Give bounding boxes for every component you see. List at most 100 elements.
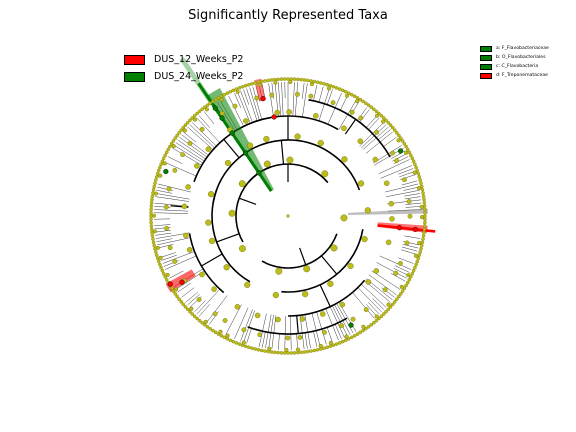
leaf-node [213, 330, 218, 335]
tree-node [232, 103, 238, 109]
tree-node [244, 281, 251, 288]
tree-node [372, 156, 379, 163]
leaf-node [159, 162, 163, 167]
leaf-node [417, 175, 422, 179]
leaf-node [407, 277, 412, 282]
leaf-node [414, 165, 418, 170]
leaf-branch [378, 159, 410, 175]
leaf-node [421, 194, 426, 198]
leaf-node [190, 312, 195, 316]
leaf-node [149, 224, 154, 228]
clade-spoke [344, 118, 357, 135]
leaf-node [400, 139, 405, 143]
leaf-branch [246, 88, 258, 121]
leaf-branch [405, 202, 422, 205]
leaf-node [315, 348, 320, 352]
leaf-node [312, 79, 317, 84]
leaf-node [328, 344, 333, 349]
leaf-node [231, 339, 236, 344]
tree-node [181, 203, 188, 210]
leaf-node [240, 85, 245, 89]
leaf-node [162, 271, 166, 276]
tree-node [275, 267, 283, 275]
tree-node [326, 86, 332, 91]
leaf-node [269, 78, 274, 82]
leaf-branch [172, 147, 202, 166]
leaf-node [158, 165, 162, 170]
leaf-node [398, 292, 403, 296]
leaf-node [195, 316, 199, 321]
tree-node [340, 214, 348, 222]
tree-node [286, 109, 292, 115]
leaf-branch [334, 324, 342, 339]
leaf-node [407, 150, 412, 155]
tree-node [313, 113, 319, 119]
tree-node [151, 213, 157, 218]
leaf-node [171, 139, 176, 143]
tree-node [182, 128, 187, 133]
leaf-branch [368, 117, 380, 130]
tree-node [345, 93, 350, 98]
tree-node [404, 150, 409, 155]
tree-node [374, 113, 379, 118]
tree-node [234, 304, 241, 310]
tree-node [417, 186, 422, 191]
leaf-branch [368, 274, 397, 295]
clade-label: b: O_Flavobacteriales [496, 55, 546, 60]
tree-node [171, 144, 176, 149]
leaf-node [208, 326, 212, 331]
leaf-node [400, 289, 405, 293]
leaf-node [379, 314, 384, 319]
leaf-branch [318, 86, 324, 103]
tree-node [199, 271, 205, 278]
leaf-branch [157, 237, 191, 246]
leaf-branch [191, 122, 217, 147]
leaf-node [259, 348, 264, 353]
leaf-node [228, 338, 233, 342]
leaf-node [289, 351, 294, 355]
tree-node [320, 311, 326, 317]
tree-node [180, 152, 185, 157]
leaf-node [334, 342, 339, 346]
clade-arc [247, 317, 348, 335]
leaf-branch [403, 186, 419, 191]
leaf-node [309, 349, 313, 353]
leaf-node [405, 147, 410, 152]
tree-node [187, 140, 193, 146]
tree-node [163, 204, 169, 210]
tree-node [317, 139, 324, 147]
leaf-branch [404, 193, 421, 197]
tree-node [357, 138, 364, 144]
leaf-branch [336, 303, 354, 334]
leaf-node [183, 123, 188, 127]
leaf-branch [326, 327, 333, 343]
leaf-node [253, 347, 257, 351]
tree-node [207, 191, 215, 198]
leaf-node [423, 210, 427, 215]
tree-node [396, 138, 401, 143]
tree-node [393, 270, 399, 276]
tree-node [349, 109, 355, 115]
leaf-branch [154, 209, 189, 212]
leaf-branch [304, 332, 308, 349]
leaf-node [411, 268, 416, 273]
leaf-node [243, 344, 248, 349]
leaf-node [343, 90, 348, 94]
clade-arc [281, 229, 364, 293]
leaf-node [179, 128, 183, 132]
leaf-node [173, 292, 178, 296]
leaf-node [334, 86, 339, 90]
leaf-node [216, 96, 221, 100]
leaf-node [423, 220, 427, 225]
leaf-node [409, 153, 413, 158]
leaf-node [411, 159, 416, 164]
tree-node [269, 92, 275, 98]
tree-node [241, 340, 246, 345]
tree-node [381, 119, 386, 124]
legend-label: DUS_24_Weeks_P2 [154, 71, 244, 82]
leaf-branch [174, 145, 204, 164]
leaf-node [422, 227, 427, 231]
clade-spoke [280, 140, 285, 165]
leaf-branch [246, 328, 252, 344]
leaf-node [153, 181, 157, 185]
